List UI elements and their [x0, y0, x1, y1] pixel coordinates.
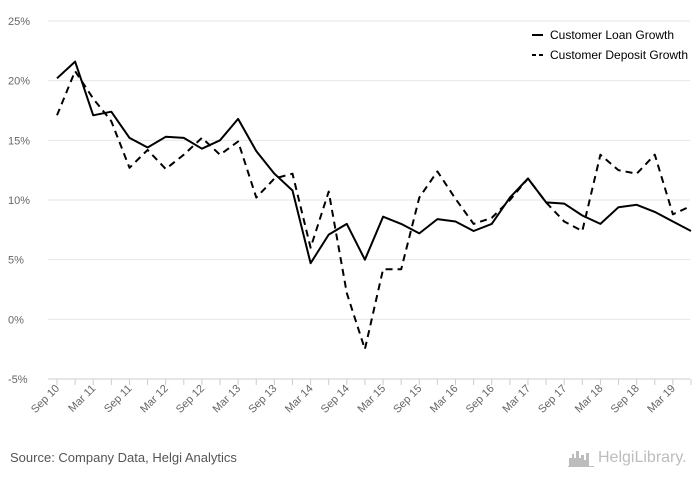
x-tick-label: Mar 12 — [138, 383, 171, 416]
helgi-library-logo: HelgiLibrary. — [568, 449, 687, 467]
series-lines — [56, 60, 692, 351]
y-axis: -5% 0% 5% 10% 15% 20% 25% — [8, 16, 30, 386]
x-tick-label: Sep 12 — [174, 383, 207, 416]
y-tick-label: -5% — [8, 374, 28, 386]
y-tick-label: 0% — [8, 314, 24, 326]
y-tick-label: 15% — [8, 135, 30, 147]
deposit-growth-line — [56, 70, 692, 351]
x-tick-label: Sep 11 — [102, 383, 135, 416]
y-tick-label: 25% — [8, 16, 30, 28]
legend: Customer Loan Growth Customer Deposit Gro… — [532, 28, 688, 62]
x-axis: Sep 10 Mar 11 Sep 11 Mar 12 Sep 12 Mar 13 Sep … — [29, 378, 692, 416]
x-tick-label: Mar 14 — [283, 383, 316, 416]
x-tick-label: Mar 17 — [500, 383, 533, 416]
city-skyline-icon — [568, 451, 594, 467]
line-chart: -5%0%5%10%15%20%25% Sep 10 Mar 11 Sep 11 Ma… — [8, 16, 692, 416]
source-note: Source: Company Data, Helgi Analytics — [10, 450, 237, 465]
legend-label: Customer Loan Growth — [550, 28, 674, 42]
x-tick-label: Sep 16 — [464, 383, 497, 416]
loan-growth-line — [56, 60, 692, 265]
x-tick-label: Sep 18 — [609, 383, 642, 416]
y-tick-label: 10% — [8, 195, 30, 207]
brand-name: HelgiLibrary. — [598, 449, 687, 466]
x-tick-label: Mar 18 — [573, 383, 606, 416]
x-tick-label: Mar 19 — [645, 383, 678, 416]
x-tick-label: Sep 14 — [319, 383, 352, 416]
x-tick-label: Sep 17 — [536, 383, 569, 416]
x-tick-label: Mar 16 — [428, 383, 461, 416]
x-tick-label: Sep 15 — [391, 383, 424, 416]
y-tick-label: 20% — [8, 76, 30, 88]
legend-label: Customer Deposit Growth — [550, 48, 688, 62]
x-tick-label: Mar 15 — [355, 383, 388, 416]
y-tick-label: 5% — [8, 255, 24, 267]
gridlines — [48, 20, 690, 380]
x-tick-label: Mar 11 — [66, 383, 98, 415]
x-tick-label: Sep 10 — [29, 383, 62, 416]
x-tick-label: Sep 13 — [246, 383, 279, 416]
x-tick-label: Mar 13 — [211, 383, 244, 416]
